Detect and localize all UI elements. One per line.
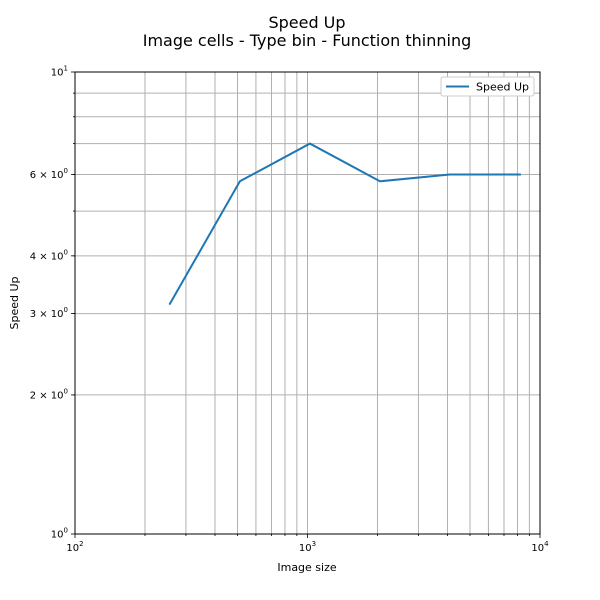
- y-tick-label: 4 × 100: [30, 248, 68, 262]
- x-tick-label: 103: [299, 540, 316, 554]
- y-axis-label: Speed Up: [8, 276, 21, 329]
- chart-subtitle: Image cells - Type bin - Function thinni…: [143, 31, 472, 50]
- chart-title: Speed Up: [268, 13, 345, 32]
- x-axis-ticks: 102 103 104: [66, 534, 549, 554]
- y-tick-label: 2 × 100: [30, 387, 68, 401]
- y-tick-label: 3 × 100: [30, 306, 68, 320]
- x-tick-label: 102: [66, 540, 83, 554]
- y-tick-label: 100: [51, 527, 68, 541]
- plot-frame: [74, 71, 541, 535]
- grid-lines: [75, 72, 540, 534]
- legend-label: Speed Up: [476, 81, 529, 94]
- x-axis-label: Image size: [277, 561, 337, 574]
- legend: Speed Up: [440, 76, 535, 97]
- series-group: [168, 142, 521, 306]
- series-line: [168, 142, 521, 306]
- legend-box: [440, 76, 535, 97]
- y-axis-ticks: 100 2 × 100 3 × 100 4 × 100 6 × 100 101: [30, 65, 75, 541]
- x-tick-label: 104: [531, 540, 549, 554]
- y-tick-label: 101: [51, 65, 68, 79]
- y-tick-label: 6 × 100: [30, 167, 68, 181]
